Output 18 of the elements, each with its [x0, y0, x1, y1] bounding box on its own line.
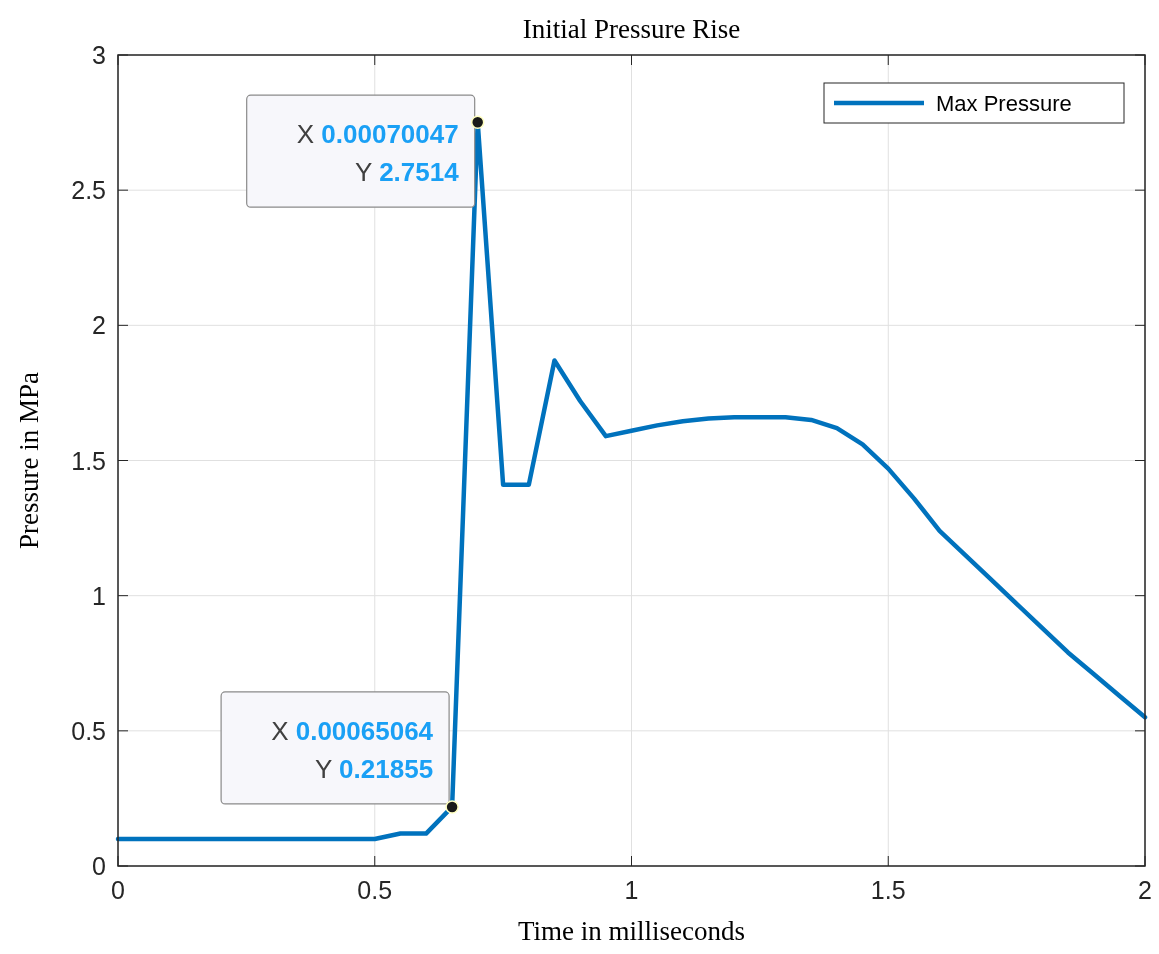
y-tick-label: 3 — [92, 41, 106, 69]
x-tick-label: 0 — [111, 876, 125, 904]
y-tick-label: 0.5 — [71, 716, 106, 745]
annotation: X 0.00065064 Y 0.21855 — [271, 715, 434, 784]
x-tick-label: 2 — [1138, 876, 1152, 904]
y-tick-label: 2 — [92, 311, 106, 340]
x-axis-title: Time in milliseconds — [517, 916, 746, 946]
y-axis-title: Pressure in MPa — [14, 371, 44, 549]
x-tick-label: 1.5 — [870, 876, 906, 904]
y-tick-label: 0 — [92, 852, 106, 880]
x-tick-label: 1 — [624, 876, 639, 904]
legend-label: Max Pressure — [936, 91, 1072, 116]
y-tick-label: 1 — [92, 581, 106, 610]
x-tick-label: 0.5 — [357, 876, 393, 904]
y-tick-label: 1.5 — [71, 446, 106, 475]
annotation: X 0.00070047 Y 2.7514 — [296, 119, 460, 188]
y-tick-label: 2.5 — [71, 176, 106, 205]
chart-title: Initial Pressure Rise — [522, 14, 741, 44]
